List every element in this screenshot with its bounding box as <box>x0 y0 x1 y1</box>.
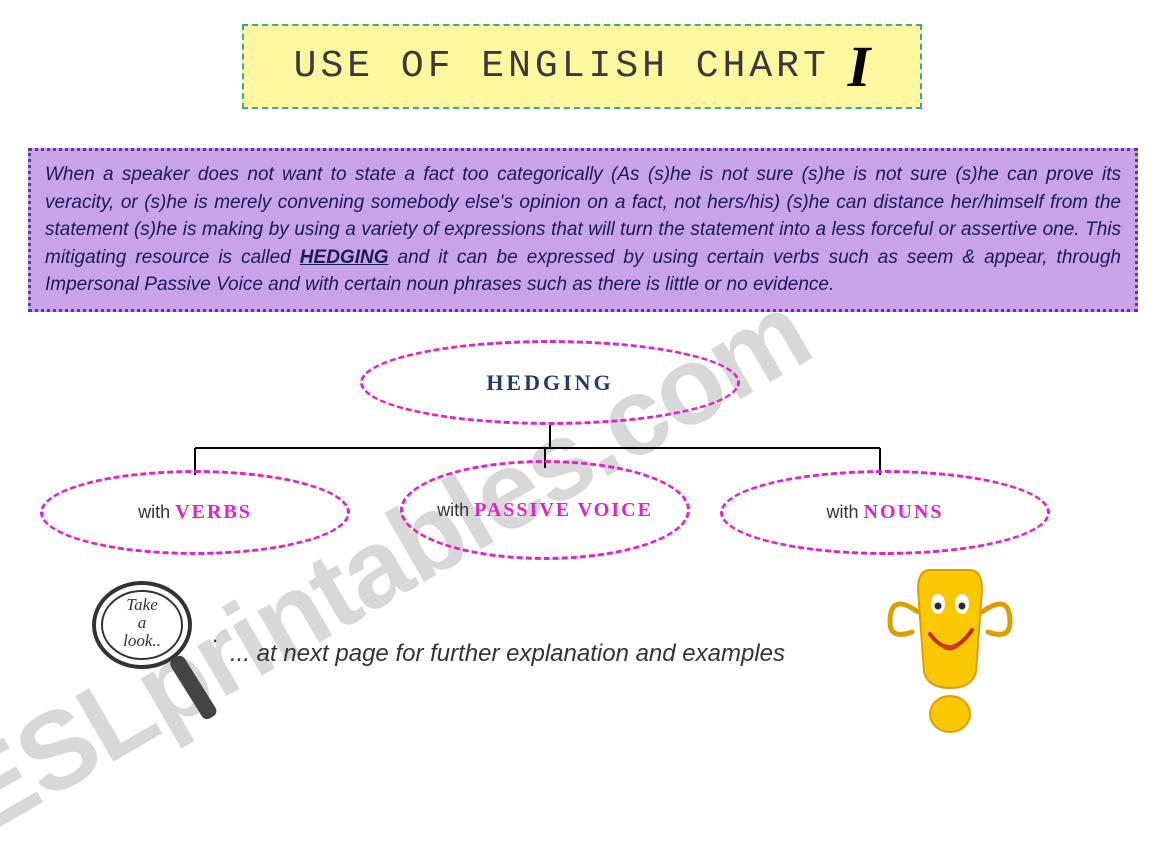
hedging-tree-diagram: HEDGING with VERBS with PASSIVE VOICE wi… <box>0 340 1169 600</box>
tree-root-label: HEDGING <box>486 370 613 396</box>
exclamation-character-icon <box>880 562 1020 742</box>
intro-keyword: HEDGING <box>300 247 389 268</box>
svg-text:look..: look.. <box>123 631 161 650</box>
title-box: USE OF ENGLISH CHART I <box>242 24 922 109</box>
tree-child-passive: with PASSIVE VOICE <box>400 460 690 560</box>
tree-child-nouns-label: with NOUNS <box>826 501 943 524</box>
title-text: USE OF ENGLISH CHART <box>294 45 830 88</box>
magnifier-icon: Take a look.. <box>80 570 220 750</box>
child-prefix: with <box>826 502 863 522</box>
svg-text:a: a <box>138 613 147 632</box>
footer-row: Take a look.. . ... at next page for fur… <box>0 570 1169 770</box>
tree-child-nouns: with NOUNS <box>720 470 1050 555</box>
tree-child-verbs-label: with VERBS <box>138 501 252 524</box>
footer-continuation: ... at next page for further explanation… <box>230 640 785 668</box>
footer-dot: . <box>212 622 218 648</box>
child-prefix: with <box>138 502 175 522</box>
tree-root-node: HEDGING <box>360 340 740 425</box>
svg-text:Take: Take <box>126 595 158 614</box>
title-number: I <box>848 33 871 100</box>
child-word: PASSIVE VOICE <box>474 499 653 521</box>
intro-paragraph: When a speaker does not want to state a … <box>45 161 1121 299</box>
child-word: NOUNS <box>864 501 944 523</box>
tree-child-passive-label: with PASSIVE VOICE <box>437 499 653 522</box>
tree-child-verbs: with VERBS <box>40 470 350 555</box>
child-word: VERBS <box>175 501 252 523</box>
intro-box: When a speaker does not want to state a … <box>28 148 1138 312</box>
child-prefix: with <box>437 500 474 520</box>
